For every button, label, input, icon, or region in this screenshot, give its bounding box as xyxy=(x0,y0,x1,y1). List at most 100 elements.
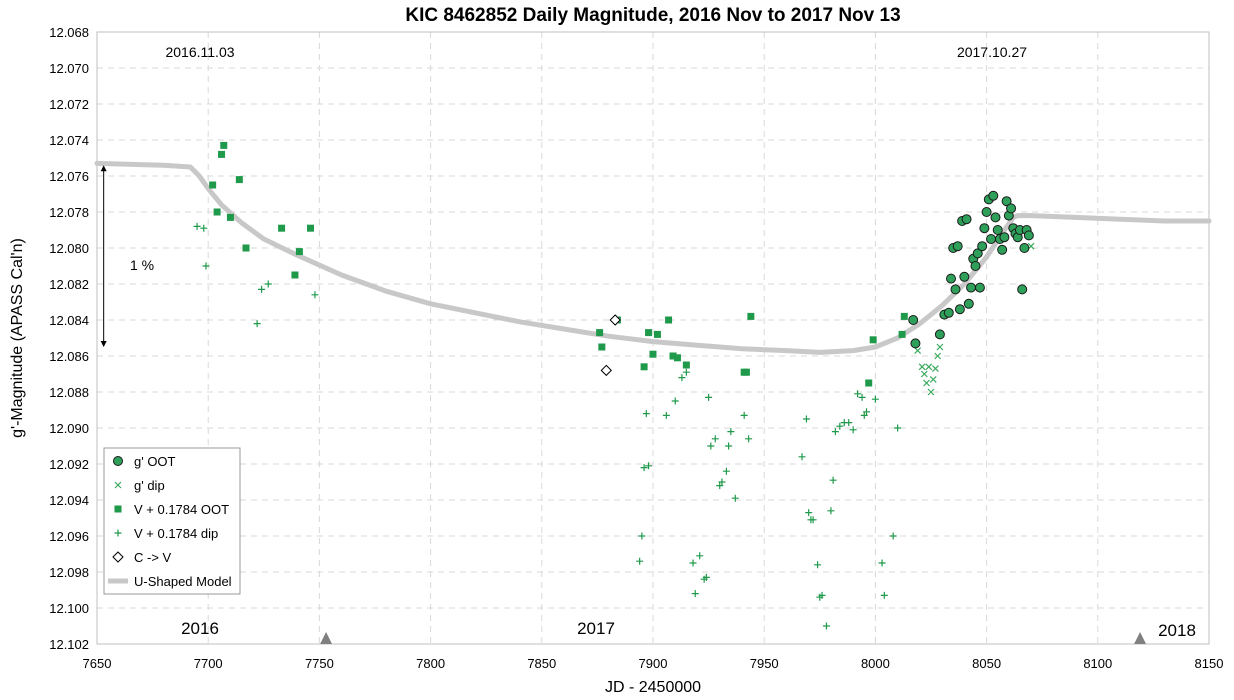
data-point-circle xyxy=(981,207,992,217)
legend-box xyxy=(103,447,241,595)
legend-swatch-square xyxy=(114,505,122,513)
data-point-plus xyxy=(311,291,319,299)
data-point-circle xyxy=(997,244,1008,255)
data-point-plus xyxy=(638,532,646,540)
y-tick-label: 12.092 xyxy=(49,457,89,472)
data-point-x xyxy=(925,363,933,371)
x-tick-label: 7800 xyxy=(416,656,445,671)
data-point-plus xyxy=(849,426,857,434)
legend-swatch-plus xyxy=(114,529,122,537)
data-point-plus xyxy=(814,561,822,569)
data-point-circle xyxy=(992,225,1003,235)
data-point-x xyxy=(923,379,930,387)
chart-title: KIC 8462852 Daily Magnitude, 2016 Nov to… xyxy=(405,5,900,26)
data-point-plus xyxy=(636,557,644,565)
data-point-square xyxy=(596,329,604,337)
data-point-plus xyxy=(642,410,650,418)
data-point-circle xyxy=(963,298,974,309)
year-boundary-marker xyxy=(320,632,333,644)
data-point-plus xyxy=(858,393,866,401)
data-point-x xyxy=(918,363,926,371)
legend-entries: g' OOT g' dip V + 0.1784 OOT V + 0.1784 dip… xyxy=(108,454,232,589)
data-point-circle xyxy=(1001,196,1012,207)
y-tick-label: 12.088 xyxy=(49,385,89,400)
data-point-x xyxy=(927,388,935,396)
data-point-plus xyxy=(829,476,837,484)
data-point-plus xyxy=(682,368,690,376)
data-point-circle xyxy=(943,307,954,318)
data-point-plus xyxy=(836,422,844,430)
scale-bar-label: 1 % xyxy=(130,257,154,273)
data-point-square xyxy=(682,361,690,369)
data-point-plus xyxy=(722,467,730,475)
legend: g' OOT g' dip V + 0.1784 OOT V + 0.1784 dip… xyxy=(103,447,241,595)
plot-area-border xyxy=(96,31,1210,645)
data-point-square xyxy=(669,352,677,360)
data-point-plus xyxy=(809,516,817,524)
data-point-plus xyxy=(202,262,210,270)
data-point-plus xyxy=(705,393,713,401)
data-point-plus xyxy=(863,408,871,416)
legend-label: V + 0.1784 OOT xyxy=(134,502,229,517)
data-point-circle xyxy=(950,284,961,295)
data-point-circle xyxy=(972,248,983,259)
data-point-circle xyxy=(970,261,981,271)
y-tick-label: 12.082 xyxy=(49,277,89,292)
data-point-plus xyxy=(689,559,697,567)
data-point-plus xyxy=(253,320,261,328)
data-point-plus xyxy=(740,411,748,419)
data-point-square xyxy=(645,329,653,337)
data-point-circle xyxy=(1017,284,1028,295)
data-point-plus xyxy=(822,622,830,630)
data-point-plus xyxy=(831,428,839,436)
data-point-circle xyxy=(986,234,997,244)
data-point-plus xyxy=(889,532,897,540)
data-point-square xyxy=(747,312,755,320)
data-point-square xyxy=(653,330,661,338)
data-point-square xyxy=(220,141,228,149)
data-point-x xyxy=(934,352,942,360)
data-point-circle xyxy=(974,282,985,293)
data-point-square xyxy=(291,271,299,279)
data-point-plus xyxy=(802,415,810,423)
y-tick-label: 12.100 xyxy=(49,601,89,616)
y-tick-label: 12.078 xyxy=(49,205,89,220)
x-tick-label: 8150 xyxy=(1195,656,1224,671)
scale-bar-arrow-top xyxy=(100,165,107,172)
data-point-plus xyxy=(716,482,724,490)
data-point-plus xyxy=(854,390,862,398)
data-point-plus xyxy=(878,559,886,567)
data-point-plus xyxy=(696,552,704,560)
annotation-date-end: 2017.10.27 xyxy=(957,44,1027,60)
y-tick-label: 12.090 xyxy=(49,421,89,436)
data-point-diamond xyxy=(600,364,613,377)
data-point-square xyxy=(649,350,657,358)
year-label-2018: 2018 xyxy=(1158,621,1196,640)
data-point-circle xyxy=(1023,230,1034,241)
data-point-circle xyxy=(908,315,919,325)
data-point-x xyxy=(920,370,928,378)
data-point-circle xyxy=(990,212,1001,223)
data-point-circle xyxy=(959,271,970,282)
data-point-square xyxy=(209,181,217,189)
x-tick-label: 7900 xyxy=(639,656,668,671)
data-point-plus xyxy=(805,509,813,517)
data-point-square xyxy=(242,244,250,252)
data-point-plus xyxy=(200,224,208,232)
x-tick-label: 7750 xyxy=(305,656,334,671)
data-point-plus xyxy=(871,395,879,403)
data-point-x xyxy=(932,365,939,373)
data-point-square xyxy=(673,354,681,362)
data-point-square xyxy=(900,312,908,320)
data-point-plus xyxy=(640,464,648,472)
data-point-plus xyxy=(662,411,670,419)
y-tick-label: 12.080 xyxy=(49,241,89,256)
data-point-square xyxy=(295,248,303,256)
data-point-square xyxy=(307,224,315,232)
data-point-square xyxy=(869,336,877,344)
data-point-x xyxy=(936,343,944,351)
y-tick-label: 12.076 xyxy=(49,169,89,184)
data-point-plus xyxy=(645,462,653,470)
x-tick-label: 7850 xyxy=(527,656,556,671)
